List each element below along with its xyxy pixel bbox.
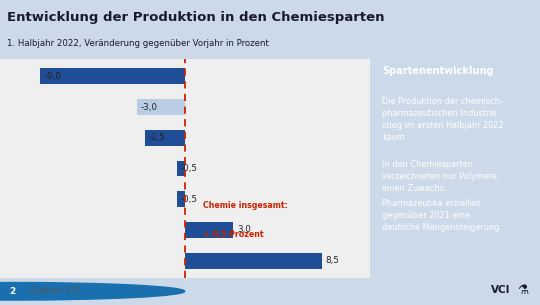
Text: Spartenentwicklung: Spartenentwicklung [382,66,494,76]
Text: Die Produktion der chemisch-
pharmazeutischen Industrie
stieg im ersten Halbjahr: Die Produktion der chemisch- pharmazeuti… [382,97,503,142]
Bar [185,222,233,238]
Bar [145,130,185,146]
Text: Pharmazeutika erzielten
gegenüber 2021 eine
deutliche Mengensteigerung.: Pharmazeutika erzielten gegenüber 2021 e… [382,199,502,232]
Text: Chemie insgesamt:: Chemie insgesamt: [204,201,288,210]
Text: 1. Halbjahr 2022, Veränderung gegenüber Vorjahr in Prozent: 1. Halbjahr 2022, Veränderung gegenüber … [7,39,269,48]
Text: -0,5: -0,5 [181,164,198,173]
Text: -9,0: -9,0 [44,72,61,81]
Text: ⚗: ⚗ [517,284,529,297]
Text: In den Chemiesparten
verzeichneten nur Polymere
einen Zuwachs.: In den Chemiesparten verzeichneten nur P… [382,160,497,193]
Text: 3,0: 3,0 [237,225,251,235]
Text: VCI: VCI [491,285,510,295]
Text: Quellen: VCI: Quellen: VCI [30,286,79,295]
Text: Entwicklung der Produktion in den Chemiesparten: Entwicklung der Produktion in den Chemie… [7,11,384,24]
Bar [177,191,185,207]
Circle shape [0,282,185,300]
Bar [40,68,185,84]
Text: -2,5: -2,5 [148,133,166,142]
Text: 8,5: 8,5 [326,256,340,265]
Text: + 0,5 Prozent: + 0,5 Prozent [204,230,264,239]
Bar [177,160,185,177]
Bar [185,253,322,269]
Text: -0,5: -0,5 [181,195,198,204]
Text: -3,0: -3,0 [141,102,158,112]
Text: 2: 2 [9,287,15,296]
Bar [137,99,185,115]
